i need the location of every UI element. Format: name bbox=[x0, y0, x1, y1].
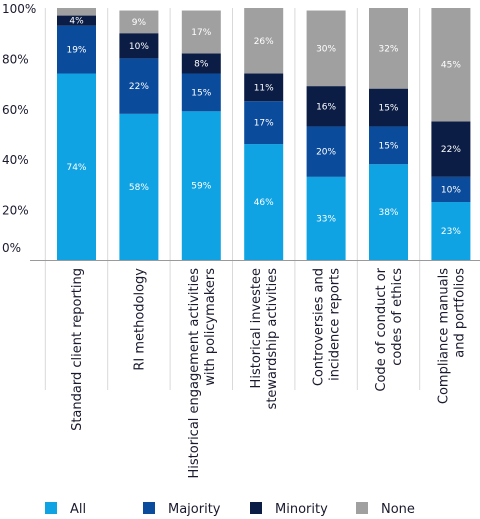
bar-segment-none bbox=[119, 10, 159, 34]
data-label: 11% bbox=[254, 83, 274, 93]
data-label: 22% bbox=[129, 82, 149, 92]
data-label: 38% bbox=[378, 208, 398, 218]
bar-segment-majority bbox=[181, 73, 221, 112]
category-label: Historical engagement activitieswith pol… bbox=[187, 268, 218, 479]
data-label: 30% bbox=[316, 44, 336, 54]
bar-segment-majority bbox=[244, 101, 284, 145]
bar-segment-all bbox=[431, 202, 471, 260]
y-tick-label: 20% bbox=[2, 204, 29, 218]
bar-segment-none bbox=[369, 8, 408, 89]
bar-segment-minority bbox=[306, 86, 346, 127]
bar-segment-minority bbox=[57, 15, 96, 26]
legend-label: Minority bbox=[275, 502, 328, 517]
bar-segment-none bbox=[431, 8, 471, 122]
bar-segment-all bbox=[244, 144, 284, 260]
legend-label: All bbox=[70, 502, 86, 517]
bars: 74% 19% 4% 58% 22% 10% 9% 59% 15% 8% 17% 46% 17% 11% 2… bbox=[30, 8, 480, 390]
y-axis: 100% 80% 60% 40% 20% 0% bbox=[2, 2, 36, 255]
bar-segment-all bbox=[306, 176, 346, 260]
bar-segment-minority bbox=[431, 121, 471, 177]
data-label: 26% bbox=[254, 37, 274, 47]
x-axis-labels: Standard client reporting RI methodology H… bbox=[70, 267, 467, 478]
bar-segment-minority bbox=[181, 53, 221, 74]
y-tick-label: 100% bbox=[2, 2, 36, 16]
data-label: 20% bbox=[316, 148, 336, 158]
data-label: 15% bbox=[378, 104, 398, 114]
data-label: 15% bbox=[191, 88, 211, 98]
data-label: 19% bbox=[66, 46, 86, 56]
category-label: Code of conduct orcodes of ethics bbox=[374, 267, 405, 391]
data-label: 4% bbox=[69, 17, 84, 27]
legend-swatch-minority bbox=[250, 502, 262, 514]
data-label: 33% bbox=[316, 214, 336, 224]
data-label: 45% bbox=[441, 61, 461, 71]
data-label: 59% bbox=[191, 182, 211, 192]
y-tick-label: 40% bbox=[2, 153, 29, 167]
category-label: RI methodology bbox=[132, 268, 147, 371]
data-label: 23% bbox=[441, 227, 461, 237]
legend-swatch-all bbox=[45, 502, 57, 514]
y-tick-label: 0% bbox=[2, 241, 21, 255]
legend-swatch-majority bbox=[143, 502, 155, 514]
data-label: 8% bbox=[194, 59, 209, 69]
legend: All Majority Minority None bbox=[45, 502, 415, 517]
data-label: 17% bbox=[254, 119, 274, 129]
data-label: 46% bbox=[254, 198, 274, 208]
data-label: 9% bbox=[132, 18, 147, 28]
y-tick-label: 80% bbox=[2, 52, 29, 66]
data-label: 17% bbox=[191, 28, 211, 38]
bar-segment-none bbox=[57, 8, 96, 16]
bar-segment-all bbox=[57, 73, 96, 261]
data-label: 10% bbox=[441, 185, 461, 195]
bar-segment-majority bbox=[369, 126, 408, 165]
bar-segment-all bbox=[181, 111, 221, 260]
data-label: 15% bbox=[378, 141, 398, 151]
bar-segment-majority bbox=[119, 58, 159, 114]
data-label: 32% bbox=[378, 44, 398, 54]
category-label: Standard client reporting bbox=[70, 268, 85, 431]
category-label: Compliance manualsand portfolios bbox=[436, 268, 467, 404]
data-label: 10% bbox=[129, 42, 149, 52]
category-label: Controversies andincidence reports bbox=[312, 268, 343, 386]
bar-segment-majority bbox=[57, 25, 96, 74]
data-label: 16% bbox=[316, 102, 336, 112]
data-label: 22% bbox=[441, 145, 461, 155]
bar-segment-all bbox=[369, 164, 408, 260]
legend-label: Majority bbox=[168, 502, 221, 517]
bar-segment-minority bbox=[369, 88, 408, 127]
bar-segment-none bbox=[181, 10, 221, 54]
bar-segment-majority bbox=[431, 176, 471, 203]
bar-segment-all bbox=[119, 113, 159, 260]
bar-segment-none bbox=[306, 10, 346, 87]
data-label: 58% bbox=[129, 183, 149, 193]
data-label: 74% bbox=[66, 163, 86, 173]
y-tick-label: 60% bbox=[2, 103, 29, 117]
category-label: Historical investeestewardship activitie… bbox=[249, 268, 280, 410]
bar-segment-minority bbox=[119, 33, 159, 59]
bar-segment-minority bbox=[244, 73, 284, 102]
legend-label: None bbox=[381, 502, 415, 517]
bar-segment-none bbox=[244, 8, 284, 74]
legend-swatch-none bbox=[356, 502, 368, 514]
bar-segment-majority bbox=[306, 126, 346, 177]
